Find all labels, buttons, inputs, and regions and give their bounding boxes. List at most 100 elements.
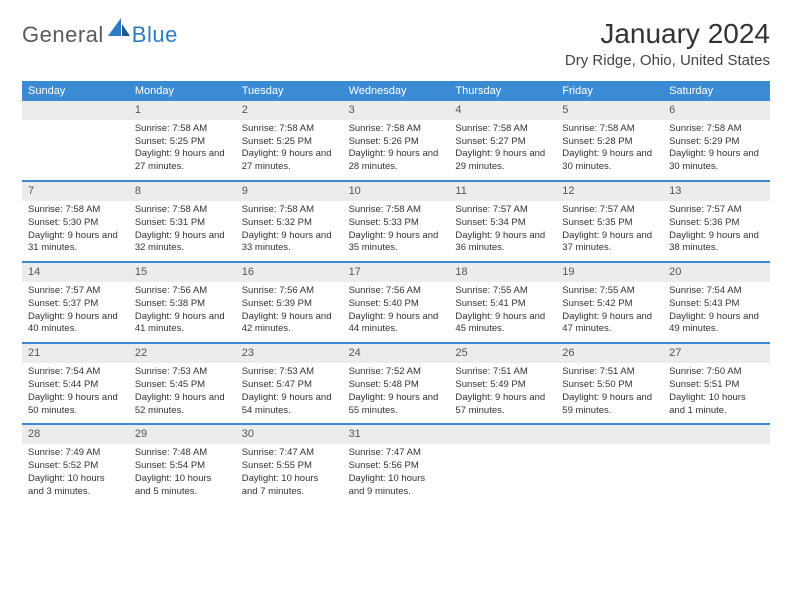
daylight-text: Daylight: 9 hours and 42 minutes. xyxy=(242,311,337,337)
sunset-text: Sunset: 5:42 PM xyxy=(562,298,657,311)
sunset-text: Sunset: 5:55 PM xyxy=(242,460,337,473)
sunrise-text: Sunrise: 7:52 AM xyxy=(349,366,444,379)
logo-text-general: General xyxy=(22,22,104,48)
sunrise-text: Sunrise: 7:58 AM xyxy=(242,204,337,217)
daylight-text: Daylight: 9 hours and 54 minutes. xyxy=(242,392,337,418)
sunset-text: Sunset: 5:45 PM xyxy=(135,379,230,392)
day-cell xyxy=(663,425,770,504)
day-number: 24 xyxy=(343,344,450,363)
day-cell: 29Sunrise: 7:48 AMSunset: 5:54 PMDayligh… xyxy=(129,425,236,504)
day-cell xyxy=(22,101,129,180)
day-number: 11 xyxy=(449,182,556,201)
day-cell: 7Sunrise: 7:58 AMSunset: 5:30 PMDaylight… xyxy=(22,182,129,261)
day-cell: 21Sunrise: 7:54 AMSunset: 5:44 PMDayligh… xyxy=(22,344,129,423)
day-number: 12 xyxy=(556,182,663,201)
day-number: 26 xyxy=(556,344,663,363)
sunset-text: Sunset: 5:25 PM xyxy=(135,136,230,149)
day-body: Sunrise: 7:54 AMSunset: 5:43 PMDaylight:… xyxy=(663,282,770,342)
sunset-text: Sunset: 5:41 PM xyxy=(455,298,550,311)
daylight-text: Daylight: 9 hours and 57 minutes. xyxy=(455,392,550,418)
day-cell: 2Sunrise: 7:58 AMSunset: 5:25 PMDaylight… xyxy=(236,101,343,180)
day-body: Sunrise: 7:57 AMSunset: 5:34 PMDaylight:… xyxy=(449,201,556,261)
dayname-monday: Monday xyxy=(129,81,236,101)
location: Dry Ridge, Ohio, United States xyxy=(565,52,770,69)
day-body: Sunrise: 7:58 AMSunset: 5:25 PMDaylight:… xyxy=(129,120,236,180)
sunrise-text: Sunrise: 7:54 AM xyxy=(669,285,764,298)
day-cell: 16Sunrise: 7:56 AMSunset: 5:39 PMDayligh… xyxy=(236,263,343,342)
daylight-text: Daylight: 10 hours and 9 minutes. xyxy=(349,473,444,499)
dayname-friday: Friday xyxy=(556,81,663,101)
daylight-text: Daylight: 9 hours and 32 minutes. xyxy=(135,230,230,256)
day-body: Sunrise: 7:58 AMSunset: 5:30 PMDaylight:… xyxy=(22,201,129,261)
sunset-text: Sunset: 5:48 PM xyxy=(349,379,444,392)
day-cell: 15Sunrise: 7:56 AMSunset: 5:38 PMDayligh… xyxy=(129,263,236,342)
day-cell: 1Sunrise: 7:58 AMSunset: 5:25 PMDaylight… xyxy=(129,101,236,180)
sunset-text: Sunset: 5:51 PM xyxy=(669,379,764,392)
day-cell: 9Sunrise: 7:58 AMSunset: 5:32 PMDaylight… xyxy=(236,182,343,261)
day-cell: 17Sunrise: 7:56 AMSunset: 5:40 PMDayligh… xyxy=(343,263,450,342)
day-cell xyxy=(449,425,556,504)
day-number xyxy=(22,101,129,120)
daylight-text: Daylight: 9 hours and 52 minutes. xyxy=(135,392,230,418)
logo: General Blue xyxy=(22,22,178,48)
sunset-text: Sunset: 5:40 PM xyxy=(349,298,444,311)
daylight-text: Daylight: 9 hours and 27 minutes. xyxy=(242,148,337,174)
sunset-text: Sunset: 5:37 PM xyxy=(28,298,123,311)
day-body: Sunrise: 7:54 AMSunset: 5:44 PMDaylight:… xyxy=(22,363,129,423)
day-cell: 11Sunrise: 7:57 AMSunset: 5:34 PMDayligh… xyxy=(449,182,556,261)
daylight-text: Daylight: 9 hours and 33 minutes. xyxy=(242,230,337,256)
sunset-text: Sunset: 5:31 PM xyxy=(135,217,230,230)
daylight-text: Daylight: 10 hours and 3 minutes. xyxy=(28,473,123,499)
daylight-text: Daylight: 9 hours and 59 minutes. xyxy=(562,392,657,418)
sunset-text: Sunset: 5:25 PM xyxy=(242,136,337,149)
day-number: 13 xyxy=(663,182,770,201)
day-cell: 31Sunrise: 7:47 AMSunset: 5:56 PMDayligh… xyxy=(343,425,450,504)
sunrise-text: Sunrise: 7:57 AM xyxy=(669,204,764,217)
sunrise-text: Sunrise: 7:56 AM xyxy=(349,285,444,298)
day-number: 21 xyxy=(22,344,129,363)
day-number: 4 xyxy=(449,101,556,120)
dayname-tuesday: Tuesday xyxy=(236,81,343,101)
logo-text-blue: Blue xyxy=(132,22,178,48)
sunrise-text: Sunrise: 7:55 AM xyxy=(562,285,657,298)
dayname-wednesday: Wednesday xyxy=(343,81,450,101)
daylight-text: Daylight: 9 hours and 27 minutes. xyxy=(135,148,230,174)
day-number xyxy=(449,425,556,444)
day-body: Sunrise: 7:47 AMSunset: 5:56 PMDaylight:… xyxy=(343,444,450,504)
sunset-text: Sunset: 5:26 PM xyxy=(349,136,444,149)
sunrise-text: Sunrise: 7:53 AM xyxy=(242,366,337,379)
day-body: Sunrise: 7:58 AMSunset: 5:27 PMDaylight:… xyxy=(449,120,556,180)
day-body: Sunrise: 7:57 AMSunset: 5:36 PMDaylight:… xyxy=(663,201,770,261)
daylight-text: Daylight: 9 hours and 36 minutes. xyxy=(455,230,550,256)
day-cell: 14Sunrise: 7:57 AMSunset: 5:37 PMDayligh… xyxy=(22,263,129,342)
day-body: Sunrise: 7:58 AMSunset: 5:32 PMDaylight:… xyxy=(236,201,343,261)
sunrise-text: Sunrise: 7:51 AM xyxy=(455,366,550,379)
day-cell: 5Sunrise: 7:58 AMSunset: 5:28 PMDaylight… xyxy=(556,101,663,180)
sunset-text: Sunset: 5:56 PM xyxy=(349,460,444,473)
day-number: 30 xyxy=(236,425,343,444)
day-body: Sunrise: 7:58 AMSunset: 5:25 PMDaylight:… xyxy=(236,120,343,180)
daylight-text: Daylight: 9 hours and 50 minutes. xyxy=(28,392,123,418)
day-cell: 25Sunrise: 7:51 AMSunset: 5:49 PMDayligh… xyxy=(449,344,556,423)
day-number: 20 xyxy=(663,263,770,282)
day-cell: 24Sunrise: 7:52 AMSunset: 5:48 PMDayligh… xyxy=(343,344,450,423)
week-row: 1Sunrise: 7:58 AMSunset: 5:25 PMDaylight… xyxy=(22,101,770,180)
day-body: Sunrise: 7:58 AMSunset: 5:33 PMDaylight:… xyxy=(343,201,450,261)
day-number: 2 xyxy=(236,101,343,120)
day-body: Sunrise: 7:51 AMSunset: 5:50 PMDaylight:… xyxy=(556,363,663,423)
dayname-sunday: Sunday xyxy=(22,81,129,101)
day-number: 28 xyxy=(22,425,129,444)
day-body: Sunrise: 7:48 AMSunset: 5:54 PMDaylight:… xyxy=(129,444,236,504)
daylight-text: Daylight: 10 hours and 1 minute. xyxy=(669,392,764,418)
sunrise-text: Sunrise: 7:58 AM xyxy=(669,123,764,136)
day-cell: 13Sunrise: 7:57 AMSunset: 5:36 PMDayligh… xyxy=(663,182,770,261)
sunrise-text: Sunrise: 7:56 AM xyxy=(135,285,230,298)
dayname-saturday: Saturday xyxy=(663,81,770,101)
day-cell: 3Sunrise: 7:58 AMSunset: 5:26 PMDaylight… xyxy=(343,101,450,180)
week-row: 7Sunrise: 7:58 AMSunset: 5:30 PMDaylight… xyxy=(22,180,770,261)
sunset-text: Sunset: 5:44 PM xyxy=(28,379,123,392)
title-block: January 2024 Dry Ridge, Ohio, United Sta… xyxy=(565,18,770,69)
day-number: 19 xyxy=(556,263,663,282)
day-number: 17 xyxy=(343,263,450,282)
daylight-text: Daylight: 9 hours and 41 minutes. xyxy=(135,311,230,337)
